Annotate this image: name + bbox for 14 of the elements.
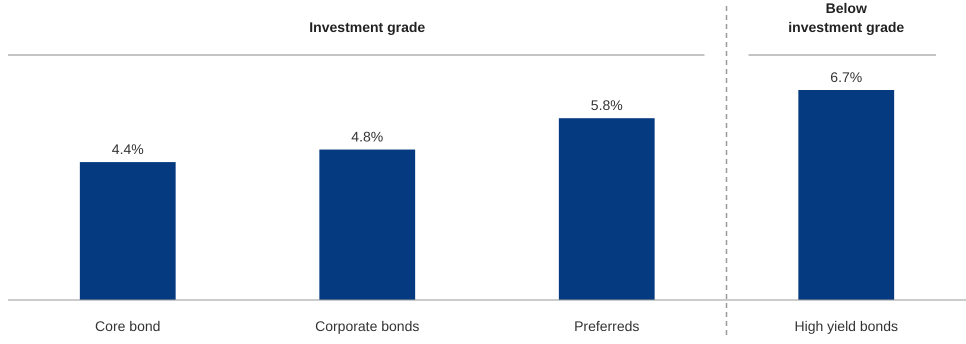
text: Below investment grade <box>788 0 904 35</box>
text: Investment grade <box>309 19 426 35</box>
data-label: 5.8% <box>590 97 623 114</box>
data-label: 4.8% <box>351 128 384 145</box>
x-tick-label: Core bond <box>95 318 160 334</box>
bar <box>798 90 894 300</box>
x-tick-label: High yield bonds <box>794 318 898 334</box>
bar <box>319 150 416 300</box>
bar <box>558 118 655 300</box>
bar <box>80 162 176 300</box>
x-tick-label: Corporate bonds <box>315 318 420 334</box>
x-tick-label: Preferreds <box>574 318 640 334</box>
data-label: 4.4% <box>112 141 144 158</box>
data-label: 6.7% <box>830 69 862 85</box>
